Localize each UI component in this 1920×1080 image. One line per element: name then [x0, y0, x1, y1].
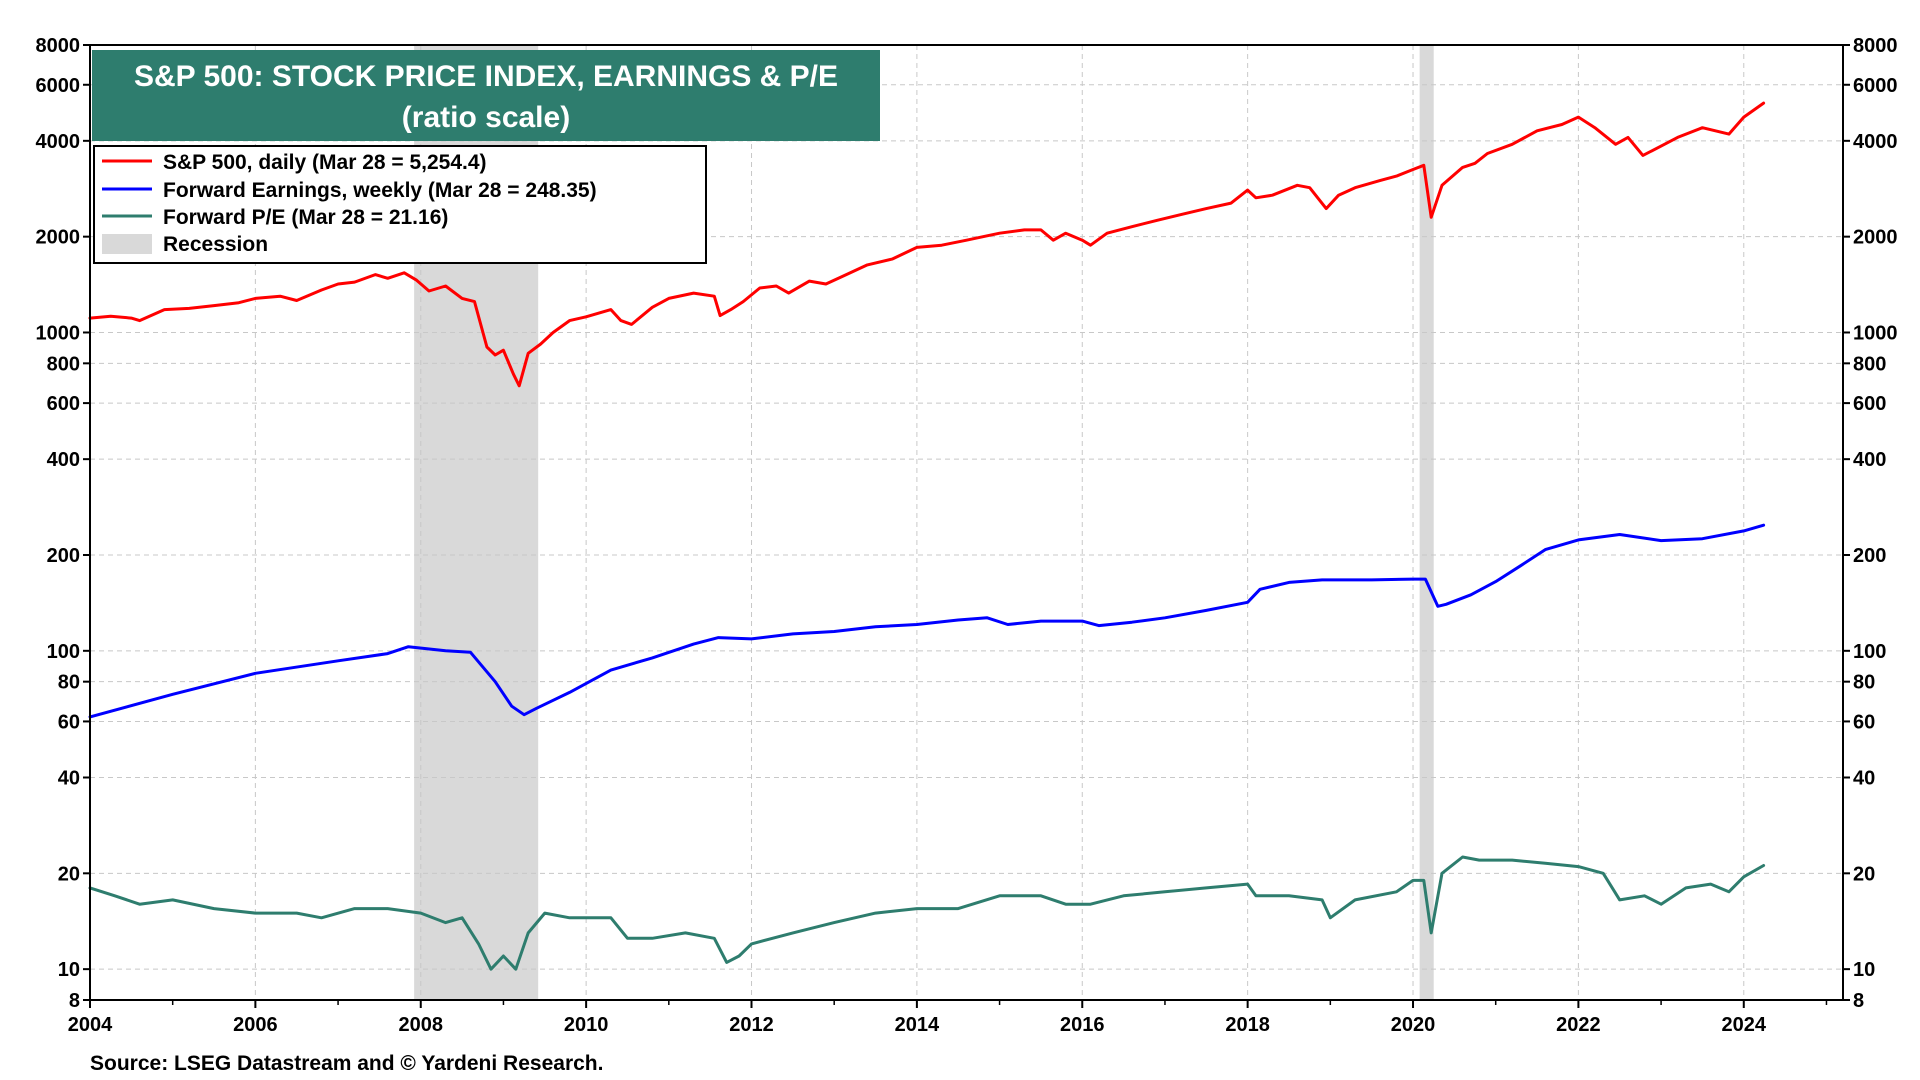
y-tick-label-right-8000: 8000: [1853, 35, 1898, 57]
y-tick-label-left-400: 400: [47, 449, 80, 471]
forward-earnings-line: [88, 523, 1766, 719]
x-tick-label-2012: 2012: [729, 1014, 774, 1036]
x-tick-label-2006: 2006: [233, 1014, 278, 1036]
y-tick-label-left-1000: 1000: [36, 322, 81, 344]
y-tick-label-left-4000: 4000: [36, 131, 81, 153]
y-tick-label-right-600: 600: [1853, 393, 1886, 415]
y-tick-label-right-60: 60: [1853, 711, 1875, 733]
y-tick-label-left-80: 80: [58, 672, 80, 694]
source-note: Source: LSEG Datastream and © Yardeni Re…: [90, 1052, 603, 1075]
y-tick-label-right-200: 200: [1853, 545, 1886, 567]
y-tick-label-left-100: 100: [47, 641, 80, 663]
recession-band-2: [1419, 45, 1434, 1000]
y-tick-label-left-2000: 2000: [36, 227, 81, 249]
y-tick-label-right-400: 400: [1853, 449, 1886, 471]
y-tick-label-right-80: 80: [1853, 672, 1875, 694]
y-tick-label-right-1000: 1000: [1853, 322, 1898, 344]
y-tick-label-left-10: 10: [58, 959, 80, 981]
y-tick-label-right-10: 10: [1853, 959, 1875, 981]
y-tick-label-left-6000: 6000: [36, 75, 81, 97]
x-tick-label-2004: 2004: [68, 1014, 113, 1036]
x-tick-label-2016: 2016: [1060, 1014, 1105, 1036]
y-tick-label-left-600: 600: [47, 393, 80, 415]
y-tick-label-right-40: 40: [1853, 767, 1875, 789]
x-tick-label-2024: 2024: [1722, 1014, 1767, 1036]
y-tick-label-left-800: 800: [47, 353, 80, 375]
y-tick-label-right-2000: 2000: [1853, 227, 1898, 249]
chart-title: S&P 500: STOCK PRICE INDEX, EARNINGS & P…: [134, 60, 838, 93]
y-tick-label-right-6000: 6000: [1853, 75, 1898, 97]
series-lines: [88, 101, 1766, 971]
y-tick-label-right-8: 8: [1853, 990, 1864, 1012]
plot-frame: [89, 44, 1844, 1001]
legend-swatch-recession: [102, 234, 152, 254]
y-tick-label-right-4000: 4000: [1853, 131, 1898, 153]
y-tick-label-left-40: 40: [58, 767, 80, 789]
legend-label-pe: Forward P/E (Mar 28 = 21.16): [163, 206, 448, 229]
sp500-line: [88, 101, 1766, 388]
y-tick-label-left-20: 20: [58, 863, 80, 885]
x-tick-label-2014: 2014: [895, 1014, 940, 1036]
y-tick-label-left-200: 200: [47, 545, 80, 567]
chart-subtitle: (ratio scale): [402, 101, 570, 134]
y-tick-label-left-60: 60: [58, 711, 80, 733]
y-tick-label-left-8000: 8000: [36, 35, 81, 57]
forward-pe-line: [88, 855, 1766, 971]
x-tick-label-2022: 2022: [1556, 1014, 1601, 1036]
x-tick-label-2010: 2010: [564, 1014, 609, 1036]
legend-label-sp500: S&P 500, daily (Mar 28 = 5,254.4): [163, 151, 487, 174]
title-background: [92, 50, 880, 141]
legend-label-earnings: Forward Earnings, weekly (Mar 28 = 248.3…: [163, 179, 597, 202]
y-tick-label-right-100: 100: [1853, 641, 1886, 663]
y-tick-label-left-8: 8: [69, 990, 80, 1012]
y-tick-label-right-20: 20: [1853, 863, 1875, 885]
legend-label-recession: Recession: [163, 233, 268, 256]
x-tick-label-2008: 2008: [399, 1014, 444, 1036]
x-tick-label-2018: 2018: [1225, 1014, 1270, 1036]
y-tick-label-right-800: 800: [1853, 353, 1886, 375]
x-tick-label-2020: 2020: [1391, 1014, 1436, 1036]
legend: S&P 500, daily (Mar 28 = 5,254.4) Forwar…: [93, 145, 707, 264]
title-box: S&P 500: STOCK PRICE INDEX, EARNINGS & P…: [92, 50, 880, 141]
legend-box: [93, 145, 707, 264]
